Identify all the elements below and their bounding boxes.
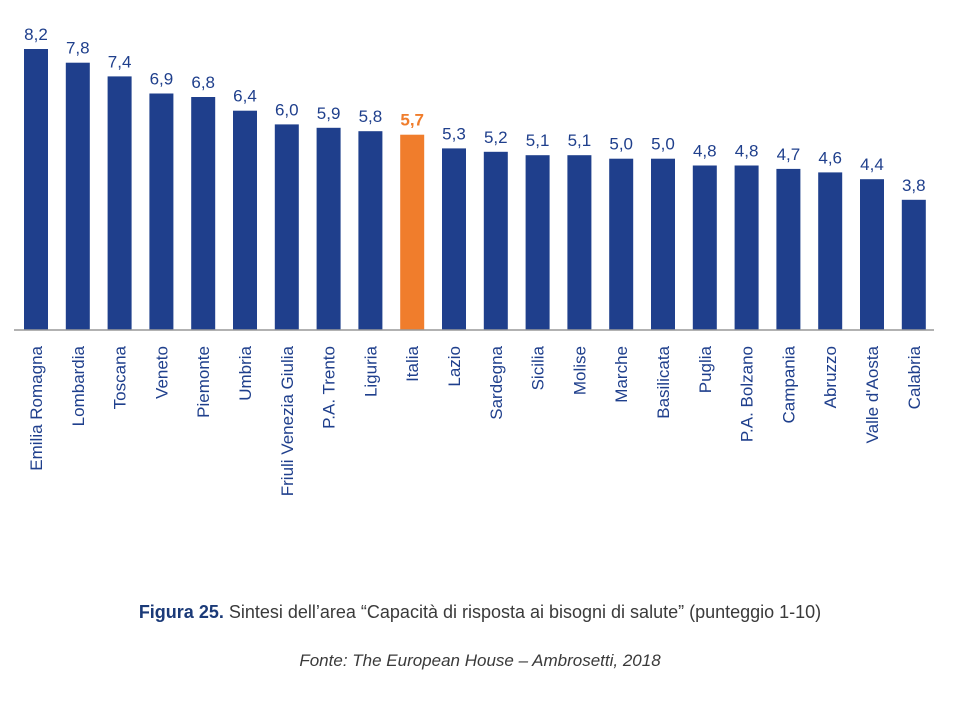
- value-label: 5,0: [651, 135, 675, 154]
- bar-umbria: [233, 110, 257, 330]
- value-label: 4,7: [777, 145, 801, 164]
- bar-toscana: [107, 76, 132, 331]
- category-label: Valle d'Aosta: [863, 345, 882, 443]
- value-label: 5,8: [359, 107, 383, 126]
- value-label: 6,9: [150, 70, 174, 89]
- value-label: 5,9: [317, 104, 341, 123]
- category-label: Sicilia: [529, 345, 548, 390]
- value-label: 5,1: [526, 131, 550, 150]
- bar-molise: [567, 155, 592, 330]
- bar-abruzzo: [818, 172, 843, 330]
- category-label: Umbria: [236, 345, 255, 400]
- category-label: Abruzzo: [821, 346, 840, 408]
- category-label: Lazio: [445, 346, 464, 387]
- value-label: 5,1: [568, 131, 592, 150]
- category-label: Emilia Romagna: [27, 345, 46, 470]
- bar-lazio: [442, 148, 466, 330]
- value-label: 3,8: [902, 176, 926, 195]
- bar-marche: [609, 158, 634, 330]
- category-label: Liguria: [361, 345, 380, 397]
- figure-source: Fonte: The European House – Ambrosetti, …: [299, 651, 661, 670]
- category-label: Basilicata: [654, 345, 673, 418]
- bar-italia: [400, 134, 425, 330]
- category-label: Puglia: [696, 345, 715, 393]
- value-label: 4,8: [693, 142, 717, 161]
- bar-lombardia: [65, 62, 90, 330]
- value-label: 6,4: [233, 87, 257, 106]
- bars-group: [24, 49, 926, 331]
- category-label: P.A. Trento: [320, 346, 339, 429]
- bar-piemonte: [191, 97, 216, 330]
- bar-emilia-romagna: [24, 49, 48, 330]
- category-label: P.A. Bolzano: [738, 346, 757, 442]
- value-label: 5,2: [484, 128, 508, 147]
- category-label: Italia: [403, 345, 422, 381]
- bar-chart: 8,2 7,8 7,4 6,9 6,8 6,4 6,0 5,9 5,8 5,7 5,3 5,2 5,1 5…: [14, 25, 934, 496]
- bar-valle-d-aosta: [860, 179, 884, 330]
- bar-calabria: [901, 199, 926, 330]
- bar-p-a-bolzano: [734, 165, 759, 330]
- value-label: 5,3: [442, 124, 466, 143]
- figure-caption: Figura 25. Sintesi dell’area “Capacità d…: [0, 602, 960, 623]
- category-label: Piemonte: [194, 346, 213, 418]
- bar-basilicata: [651, 158, 675, 330]
- value-label: 4,4: [860, 155, 884, 174]
- value-label: 4,8: [735, 142, 759, 161]
- figure-label: Figura 25.: [138, 602, 224, 622]
- value-label: 8,2: [24, 25, 48, 44]
- value-labels-group: 8,2 7,8 7,4 6,9 6,8 6,4 6,0 5,9 5,8 5,7 5,3 5,2 5,1 5…: [24, 25, 925, 195]
- bar-friuli-venezia-giulia: [274, 124, 299, 331]
- bar-campania: [776, 168, 801, 330]
- bar-p-a-trento: [316, 127, 341, 330]
- category-label: Friuli Venezia Giulia: [278, 345, 297, 496]
- value-label: 5,0: [609, 135, 633, 154]
- category-label: Marche: [612, 346, 631, 403]
- bar-puglia: [692, 165, 717, 330]
- value-label: 4,6: [818, 148, 842, 167]
- category-label: Calabria: [905, 345, 924, 409]
- category-label: Toscana: [111, 345, 130, 409]
- value-label: 6,0: [275, 100, 299, 119]
- bar-veneto: [149, 93, 174, 330]
- bar-liguria: [358, 131, 383, 330]
- category-label: Molise: [570, 346, 589, 395]
- category-labels-group: Emilia Romagna Lombardia Toscana Veneto Piem…: [27, 345, 924, 496]
- category-label: Sardegna: [487, 345, 506, 419]
- category-label: Campania: [779, 345, 798, 423]
- category-label: Veneto: [152, 346, 171, 399]
- value-label: 7,8: [66, 39, 90, 58]
- figure-caption-text: Sintesi dell’area “Capacità di risposta …: [223, 602, 822, 622]
- value-label: 7,4: [108, 52, 132, 71]
- value-label: 6,8: [191, 73, 215, 92]
- value-label: 5,7: [400, 111, 424, 130]
- category-label: Lombardia: [69, 345, 88, 426]
- bar-sardegna: [483, 151, 508, 330]
- bar-sicilia: [525, 155, 550, 330]
